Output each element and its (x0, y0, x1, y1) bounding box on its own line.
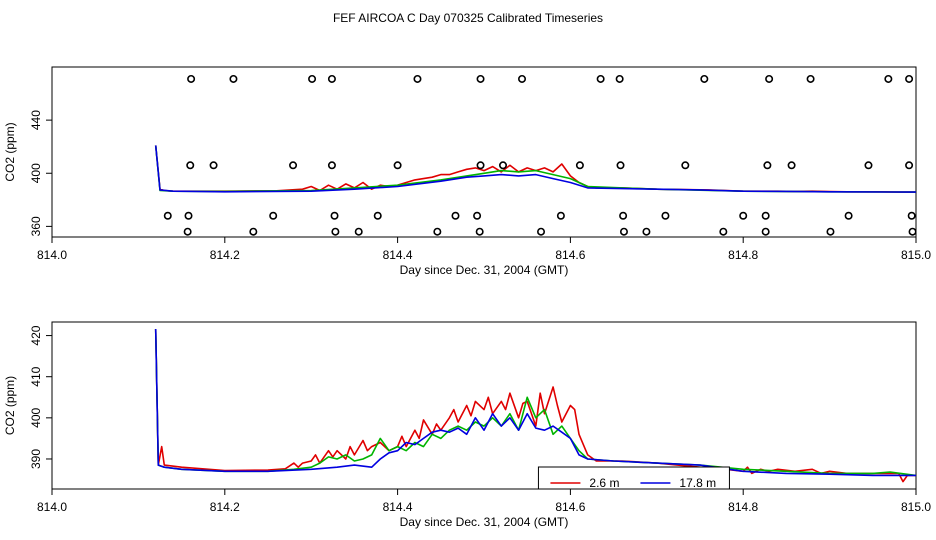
flag-point (473, 211, 482, 220)
y-axis-label: CO2 (ppm) (3, 376, 17, 435)
flag-point (700, 74, 709, 83)
flag-point (209, 161, 218, 170)
flag-point (269, 211, 278, 220)
flag-point (393, 161, 402, 170)
flag-point (184, 211, 193, 220)
flag-point (761, 211, 770, 220)
y-tick-label: 390 (29, 449, 43, 469)
flag-point (186, 161, 195, 170)
legend-label: 17.8 m (679, 476, 716, 490)
x-tick-label: 814.2 (210, 248, 240, 262)
x-tick-label: 814.0 (37, 500, 67, 514)
flag-point (330, 211, 339, 220)
x-tick-label: 814.8 (728, 500, 758, 514)
flag-point (476, 74, 485, 83)
x-tick-label: 814.4 (383, 248, 413, 262)
flag-point (187, 74, 196, 83)
flag-point (761, 227, 770, 236)
series-group (154, 145, 916, 193)
flag-point (905, 74, 914, 83)
y-tick-label: 420 (29, 325, 43, 345)
flag-point (907, 211, 916, 220)
flag-point (413, 74, 422, 83)
plot-frame (51, 321, 917, 490)
x-axis-label: Day since Dec. 31, 2004 (GMT) (400, 263, 569, 277)
legend-box (537, 466, 730, 490)
figure-title: FEF AIRCOA C Day 070325 Calibrated Times… (333, 11, 603, 25)
series-line-green (154, 328, 916, 477)
flag-point (864, 161, 873, 170)
x-tick-label: 814.4 (383, 500, 413, 514)
flag-point (556, 211, 565, 220)
plot-frame (51, 66, 917, 238)
flag-point (499, 161, 508, 170)
flag-point (826, 227, 835, 236)
flag-point (249, 227, 258, 236)
flag-point (661, 211, 670, 220)
series-group (154, 328, 916, 483)
x-tick-label: 814.6 (555, 248, 585, 262)
flag-point (884, 74, 893, 83)
x-tick-label: 814.2 (210, 500, 240, 514)
flag-point (575, 161, 584, 170)
legend-label: 2.6 m (589, 476, 619, 490)
flag-point (681, 161, 690, 170)
y-tick-label: 400 (29, 408, 43, 428)
flag-point (642, 227, 651, 236)
flag-point (229, 74, 238, 83)
series-line-red (154, 145, 916, 193)
series-line-17-8-m (154, 328, 916, 477)
flag-point (327, 74, 336, 83)
flag-point (433, 227, 442, 236)
flag-point (476, 161, 485, 170)
y-axis-label: CO2 (ppm) (3, 122, 17, 181)
series-line-2-6-m (154, 328, 916, 483)
flag-point (518, 74, 527, 83)
flag-point (616, 161, 625, 170)
flag-point (719, 227, 728, 236)
flag-point (475, 227, 484, 236)
flag-point (763, 161, 772, 170)
flag-point (354, 227, 363, 236)
y-tick-label: 400 (29, 163, 43, 183)
flag-point (163, 211, 172, 220)
series-line-green (154, 145, 916, 193)
flag-point (615, 74, 624, 83)
flag-point (905, 161, 914, 170)
x-tick-label: 814.0 (37, 248, 67, 262)
flag-point (327, 161, 336, 170)
flag-point (619, 211, 628, 220)
y-tick-label: 360 (29, 216, 43, 236)
series-line-blue (154, 145, 916, 193)
flag-point (908, 227, 917, 236)
flag-point (451, 211, 460, 220)
x-tick-label: 814.6 (555, 500, 585, 514)
flag-point (537, 227, 546, 236)
bottom-panel: 814.0 814.2 814.4 814.6 814.8 815.0 390 400 410 4… (3, 321, 931, 529)
flag-point (331, 227, 340, 236)
x-axis-label: Day since Dec. 31, 2004 (GMT) (400, 515, 569, 529)
y-tick-label: 410 (29, 366, 43, 386)
flag-point (596, 74, 605, 83)
flag-point (619, 227, 628, 236)
top-panel: 814.0 814.2 814.4 814.6 814.8 815.0 360 400 440 D… (3, 66, 931, 277)
flag-point (183, 227, 192, 236)
flag-point (739, 211, 748, 220)
flag-point (308, 74, 317, 83)
x-tick-label: 814.8 (728, 248, 758, 262)
flag-point (289, 161, 298, 170)
flag-point (765, 74, 774, 83)
flag-point (844, 211, 853, 220)
x-tick-label: 815.0 (901, 248, 931, 262)
y-tick-label: 440 (29, 110, 43, 130)
flag-point (373, 211, 382, 220)
flag-point (806, 74, 815, 83)
x-tick-label: 815.0 (901, 500, 931, 514)
flag-point (787, 161, 796, 170)
